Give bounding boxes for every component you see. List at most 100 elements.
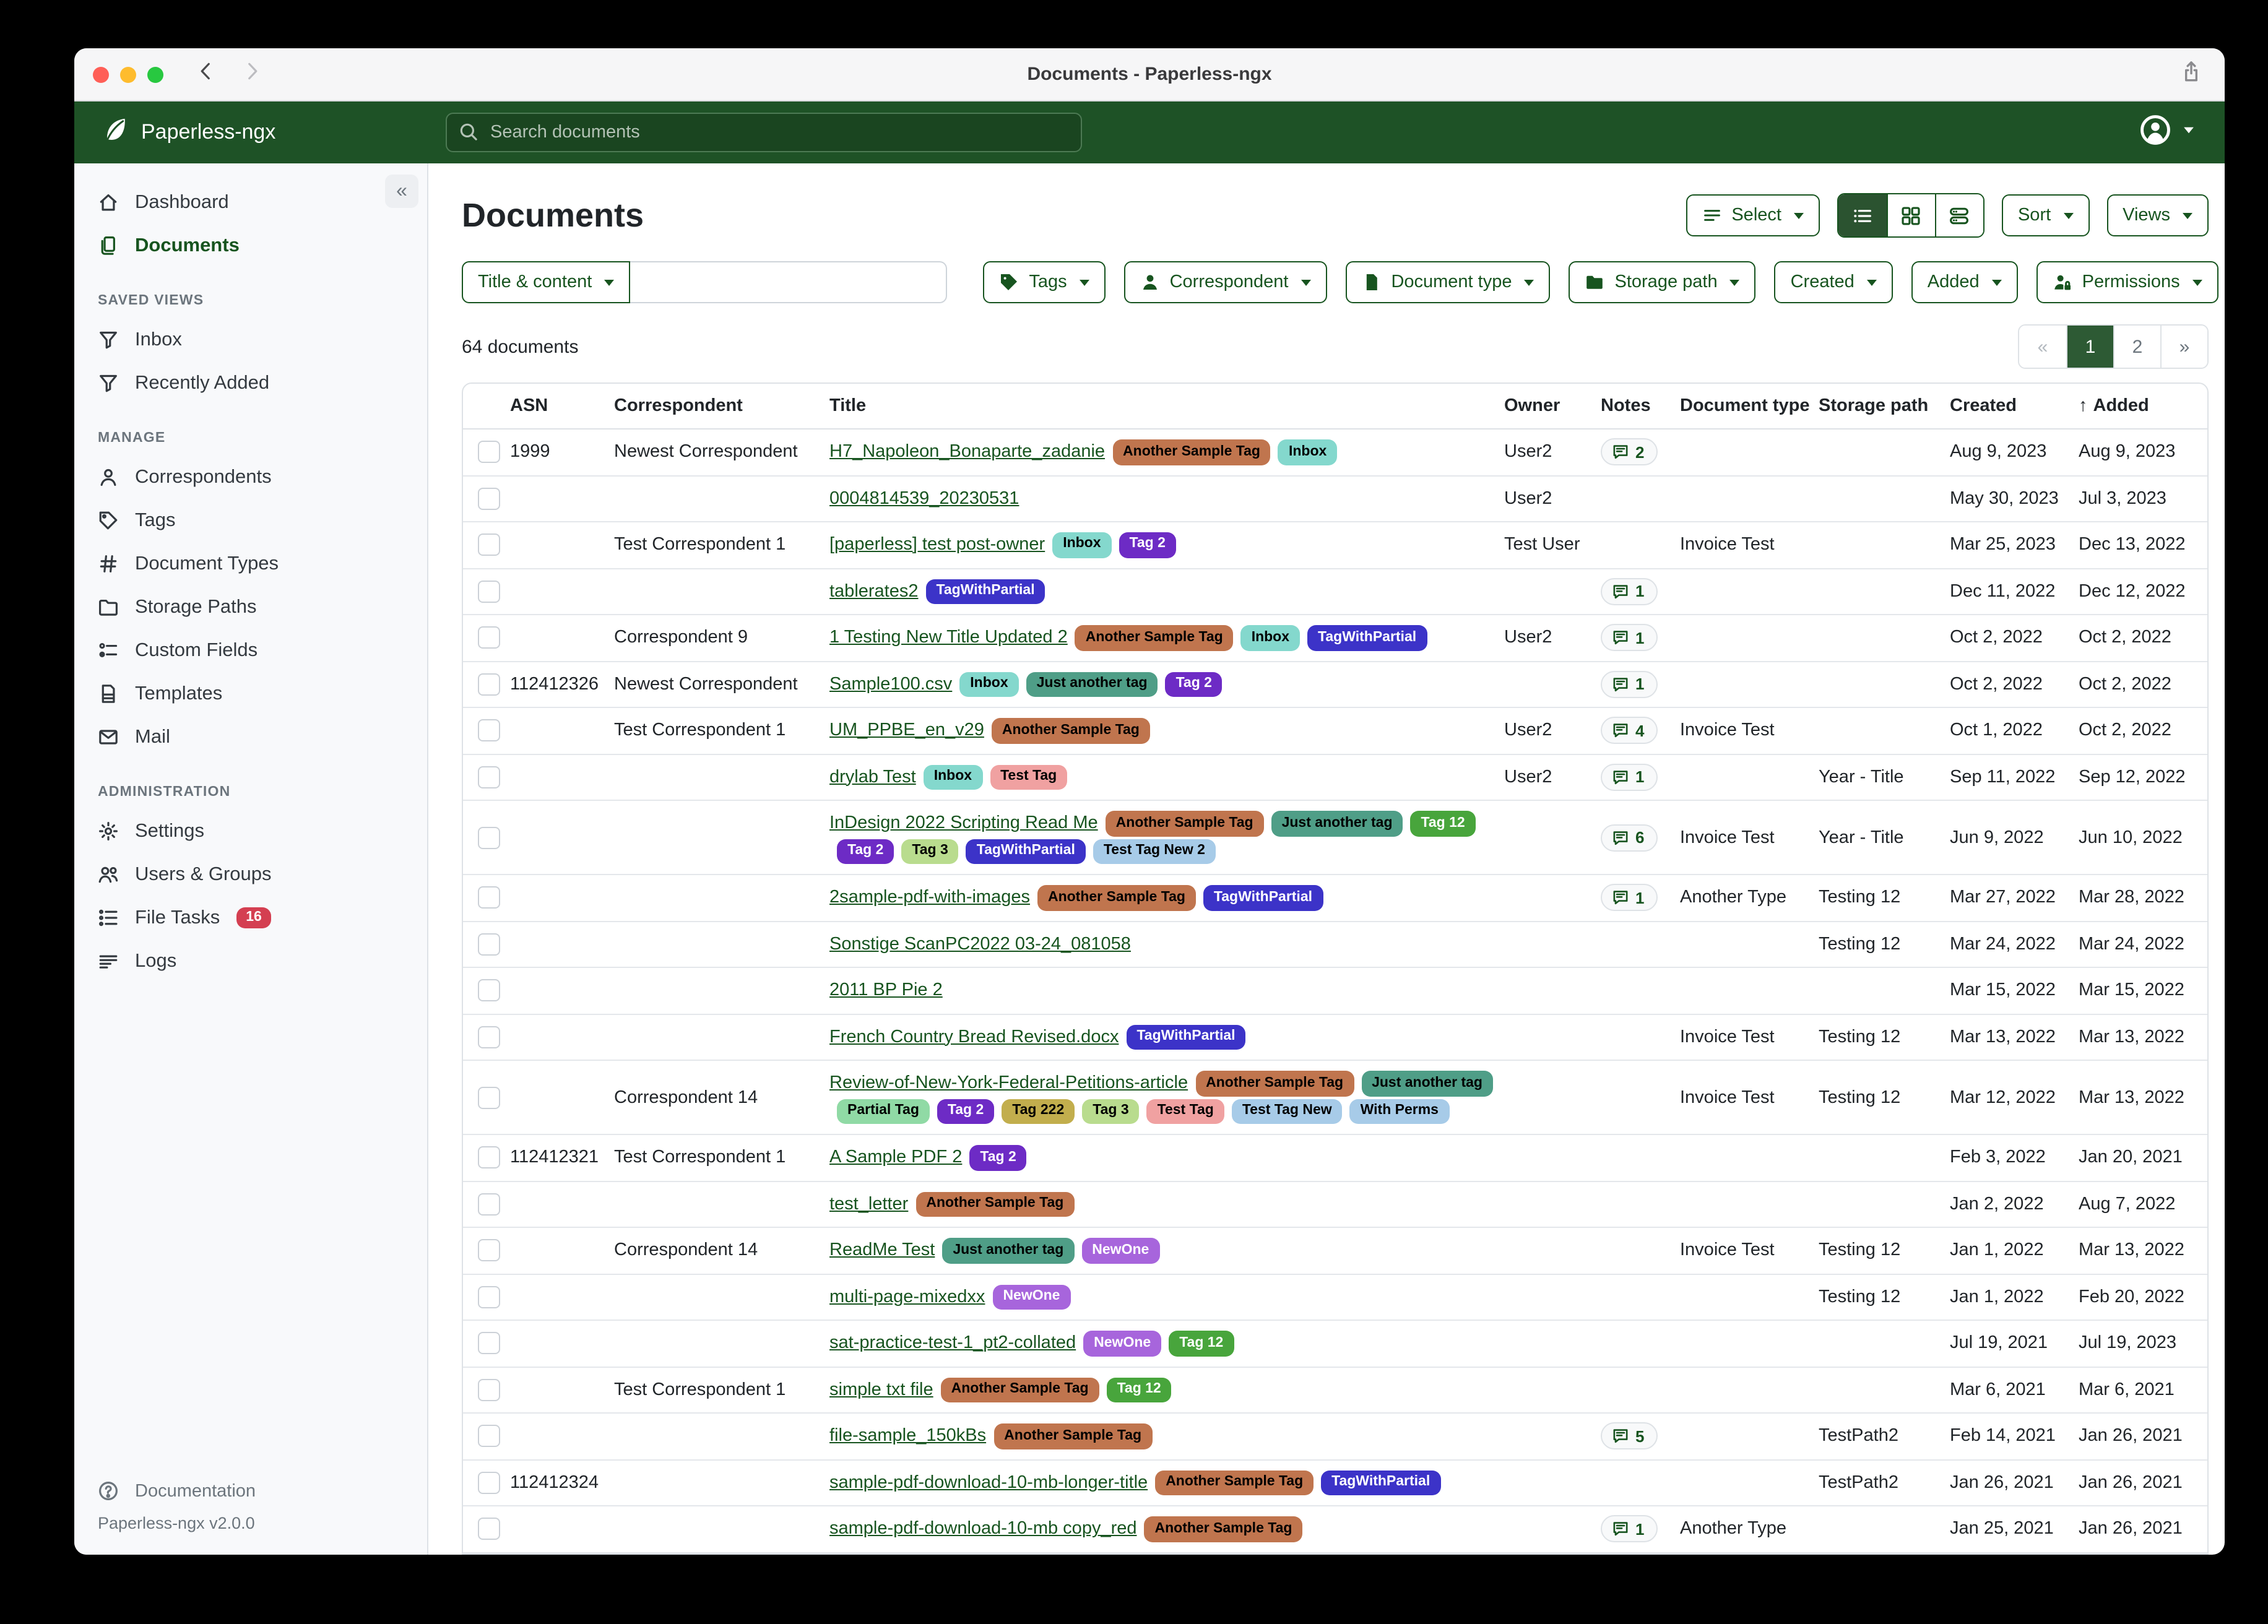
document-link[interactable]: 1 Testing New Title Updated 2: [829, 628, 1068, 648]
row-checkbox[interactable]: [478, 1146, 500, 1169]
row-checkbox[interactable]: [478, 533, 500, 556]
notes-badge[interactable]: 1: [1601, 763, 1658, 791]
tag-badge[interactable]: Tag 2: [969, 1145, 1027, 1171]
filter-document-type-button[interactable]: Document type: [1345, 261, 1551, 303]
row-checkbox[interactable]: [478, 979, 500, 1002]
tag-badge[interactable]: NewOne: [1083, 1331, 1162, 1357]
views-button[interactable]: Views: [2106, 194, 2209, 236]
document-link[interactable]: French Country Bread Revised.docx: [829, 1027, 1119, 1047]
pagination-previous-button[interactable]: «: [2019, 326, 2066, 368]
column-header-asn[interactable]: ASN: [510, 396, 548, 416]
tag-badge[interactable]: Partial Tag: [837, 1099, 930, 1125]
tag-badge[interactable]: Another Sample Tag: [1105, 811, 1264, 837]
tag-badge[interactable]: Inbox: [959, 672, 1019, 698]
document-link[interactable]: UM_PPBE_en_v29: [829, 720, 984, 741]
filter-permissions-button[interactable]: Permissions: [2036, 261, 2218, 303]
tag-badge[interactable]: Tag 3: [901, 839, 959, 865]
sidebar-item-users-groups[interactable]: Users & Groups: [74, 853, 427, 896]
table-row[interactable]: 2011 BP Pie 2 Mar 15, 2022 Mar 15, 2022: [463, 968, 2207, 1015]
tag-badge[interactable]: TagWithPartial: [1321, 1470, 1441, 1496]
tag-badge[interactable]: Test Tag New: [1231, 1099, 1343, 1125]
filter-correspondent-button[interactable]: Correspondent: [1123, 261, 1327, 303]
document-link[interactable]: sample-pdf-download-10-mb-longer-title: [829, 1472, 1148, 1493]
pagination-page-2-button[interactable]: 2: [2113, 326, 2160, 368]
grid-view-button[interactable]: [1886, 194, 1935, 236]
back-icon[interactable]: [196, 61, 217, 88]
tag-badge[interactable]: Another Sample Tag: [940, 1377, 1099, 1403]
table-row[interactable]: 0004814539_20230531 User2 May 30, 2023 Jul …: [463, 476, 2207, 522]
row-checkbox[interactable]: [478, 441, 500, 464]
tag-badge[interactable]: Another Sample Tag: [915, 1191, 1075, 1217]
tag-badge[interactable]: TagWithPartial: [925, 579, 1045, 605]
sidebar-item-mail[interactable]: Mail: [74, 715, 427, 759]
notes-badge[interactable]: 1: [1601, 624, 1658, 652]
search-input[interactable]: [446, 113, 1082, 152]
document-link[interactable]: Review-of-New-York-Federal-Petitions-art…: [829, 1073, 1188, 1094]
sidebar-item-dashboard[interactable]: Dashboard: [74, 181, 427, 224]
sidebar-item-storage-paths[interactable]: Storage Paths: [74, 585, 427, 629]
sidebar-item-settings[interactable]: Settings: [74, 810, 427, 853]
tag-badge[interactable]: Tag 12: [1169, 1331, 1234, 1357]
sidebar-item-logs[interactable]: Logs: [74, 939, 427, 983]
tag-badge[interactable]: TagWithPartial: [1203, 885, 1323, 911]
notes-badge[interactable]: 1: [1601, 670, 1658, 698]
notes-badge[interactable]: 1: [1601, 884, 1658, 912]
row-checkbox[interactable]: [478, 933, 500, 956]
row-checkbox[interactable]: [478, 1425, 500, 1448]
document-link[interactable]: Sonstige ScanPC2022 03-24_081058: [829, 934, 1131, 954]
notes-badge[interactable]: 5: [1601, 1422, 1658, 1450]
filter-added-button[interactable]: Added: [1911, 261, 2018, 303]
document-link[interactable]: multi-page-mixedxx: [829, 1287, 985, 1307]
tag-badge[interactable]: Tag 12: [1410, 811, 1476, 837]
document-link[interactable]: drylab Test: [829, 767, 916, 787]
tag-badge[interactable]: Test Tag: [1146, 1099, 1224, 1125]
sidebar-item-custom-fields[interactable]: Custom Fields: [74, 629, 427, 672]
sidebar-collapse-button[interactable]: «: [385, 175, 418, 208]
column-header-title[interactable]: Title: [829, 396, 867, 416]
tag-badge[interactable]: Tag 2: [1165, 672, 1223, 698]
row-checkbox[interactable]: [478, 1518, 500, 1540]
sidebar-item-correspondents[interactable]: Correspondents: [74, 456, 427, 499]
detail-view-button[interactable]: [1934, 194, 1983, 236]
notes-badge[interactable]: 1: [1601, 577, 1658, 605]
table-row[interactable]: 2sample-pdf-with-images Another Sample Ta…: [463, 875, 2207, 922]
tag-badge[interactable]: TagWithPartial: [966, 839, 1086, 865]
table-row[interactable]: drylab Test Inbox Test Tag User2 1 Year - Tit…: [463, 754, 2207, 801]
column-header-added[interactable]: ↑ Added: [2079, 396, 2149, 416]
row-checkbox[interactable]: [478, 886, 500, 909]
tag-badge[interactable]: Inbox: [1240, 625, 1301, 651]
sidebar-item-file-tasks[interactable]: File Tasks 16: [74, 896, 427, 939]
tag-badge[interactable]: Tag 2: [1119, 532, 1176, 558]
tag-badge[interactable]: Another Sample Tag: [1112, 439, 1271, 465]
row-checkbox[interactable]: [478, 1285, 500, 1308]
row-checkbox[interactable]: [478, 1332, 500, 1355]
sort-button[interactable]: Sort: [2001, 194, 2090, 236]
document-link[interactable]: ReadMe Test: [829, 1240, 935, 1261]
column-header-owner[interactable]: Owner: [1504, 396, 1560, 416]
close-window-button[interactable]: [93, 66, 109, 82]
filter-created-button[interactable]: Created: [1774, 261, 1893, 303]
table-row[interactable]: 1999 Newest Correspondent H7_Napoleon_Bona…: [463, 430, 2207, 477]
document-link[interactable]: A Sample PDF 2: [829, 1147, 963, 1168]
sidebar-item-inbox[interactable]: Inbox: [74, 318, 427, 361]
tag-badge[interactable]: Another Sample Tag: [1155, 1470, 1314, 1496]
title-content-filter-button[interactable]: Title & content: [462, 261, 631, 303]
row-checkbox[interactable]: [478, 1239, 500, 1262]
tag-badge[interactable]: TagWithPartial: [1307, 625, 1427, 651]
title-content-filter-input[interactable]: [630, 261, 948, 303]
select-button[interactable]: Select: [1686, 194, 1820, 236]
tag-badge[interactable]: Tag 12: [1106, 1377, 1172, 1403]
table-row[interactable]: tablerates2 TagWithPartial 1 Dec 11, 2022 De…: [463, 569, 2207, 616]
row-checkbox[interactable]: [478, 1471, 500, 1494]
tag-badge[interactable]: Inbox: [1052, 532, 1112, 558]
column-header-created[interactable]: Created: [1950, 396, 2017, 416]
document-link[interactable]: 2011 BP Pie 2: [829, 980, 943, 1001]
tag-badge[interactable]: Another Sample Tag: [1144, 1516, 1303, 1542]
tag-badge[interactable]: Tag 2: [937, 1099, 995, 1125]
table-row[interactable]: Sonstige ScanPC2022 03-24_081058 Testing …: [463, 922, 2207, 969]
document-link[interactable]: tablerates2: [829, 581, 919, 601]
tag-badge[interactable]: Just another tag: [942, 1238, 1075, 1264]
tag-badge[interactable]: Another Sample Tag: [1075, 625, 1234, 651]
minimize-window-button[interactable]: [120, 66, 136, 82]
tag-badge[interactable]: Tag 3: [1082, 1099, 1140, 1125]
